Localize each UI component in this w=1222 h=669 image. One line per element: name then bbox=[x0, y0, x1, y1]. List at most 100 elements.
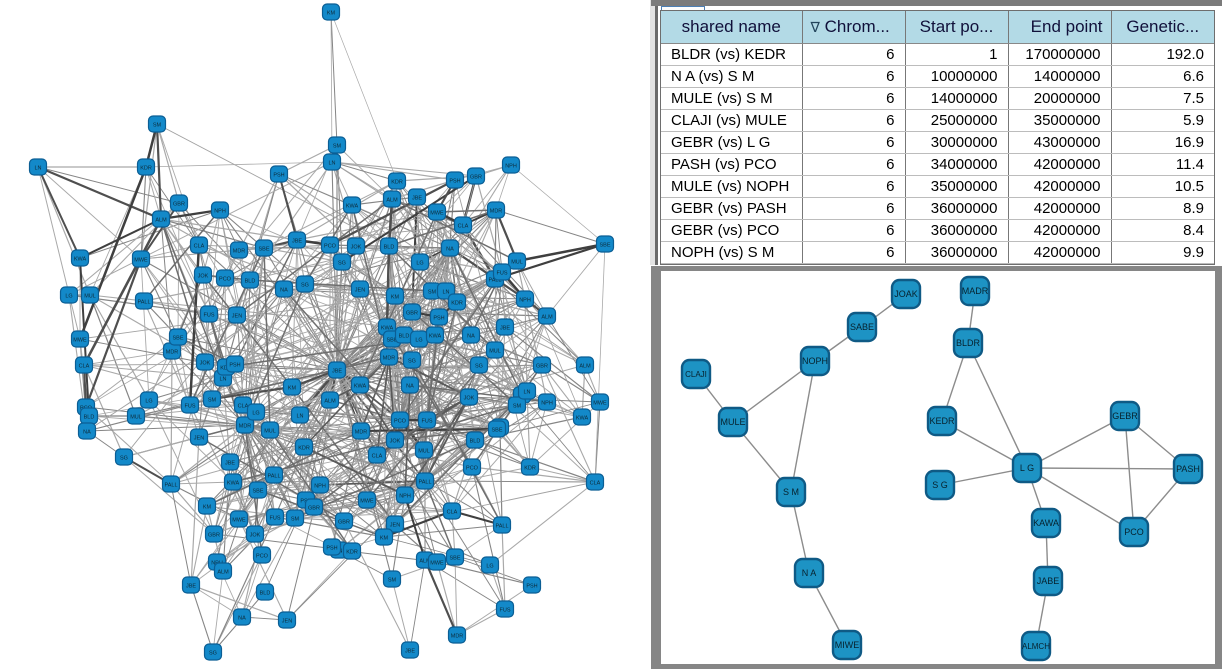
svg-text:PSH: PSH bbox=[449, 179, 460, 185]
svg-text:MWE: MWE bbox=[360, 499, 374, 505]
svg-text:PSH: PSH bbox=[433, 316, 444, 322]
svg-text:NPH: NPH bbox=[541, 401, 553, 407]
svg-text:KWA: KWA bbox=[346, 204, 359, 210]
svg-text:ALM: ALM bbox=[155, 218, 167, 224]
svg-text:KWA: KWA bbox=[227, 481, 240, 487]
svg-text:KWA: KWA bbox=[576, 416, 589, 422]
svg-text:SM: SM bbox=[333, 144, 342, 150]
svg-text:MWE: MWE bbox=[73, 338, 87, 344]
svg-text:MWE: MWE bbox=[593, 401, 607, 407]
svg-text:SM: SM bbox=[208, 398, 217, 404]
svg-text:CLA: CLA bbox=[238, 404, 249, 410]
svg-text:CLA: CLA bbox=[447, 510, 458, 516]
svg-text:JEN: JEN bbox=[282, 619, 292, 625]
svg-text:LN: LN bbox=[523, 390, 530, 396]
svg-text:MWE: MWE bbox=[430, 211, 444, 217]
svg-text:PSH: PSH bbox=[326, 546, 337, 552]
svg-text:SM: SM bbox=[291, 517, 300, 523]
svg-text:NA: NA bbox=[280, 288, 288, 294]
svg-text:JEN: JEN bbox=[390, 523, 400, 529]
svg-text:SBE: SBE bbox=[252, 489, 263, 495]
svg-text:LG: LG bbox=[65, 294, 72, 300]
svg-text:CLA: CLA bbox=[590, 481, 601, 487]
svg-text:LN: LN bbox=[442, 290, 449, 296]
svg-text:JEN: JEN bbox=[194, 436, 204, 442]
svg-text:KM: KM bbox=[327, 11, 336, 17]
svg-text:PALL: PALL bbox=[495, 524, 508, 530]
svg-text:MDR: MDR bbox=[490, 209, 503, 215]
svg-text:KM: KM bbox=[288, 386, 297, 392]
svg-text:PCO: PCO bbox=[1124, 527, 1144, 537]
svg-text:MADR: MADR bbox=[962, 286, 989, 296]
svg-text:LG: LG bbox=[252, 411, 259, 417]
svg-text:KDR: KDR bbox=[391, 180, 403, 186]
svg-text:FUS: FUS bbox=[497, 271, 508, 277]
svg-text:PSH: PSH bbox=[526, 584, 537, 590]
svg-text:S G: S G bbox=[932, 480, 948, 490]
svg-text:KDR: KDR bbox=[140, 166, 152, 172]
svg-text:BLD: BLD bbox=[384, 245, 395, 251]
svg-text:PCO: PCO bbox=[219, 277, 232, 283]
svg-text:JOK: JOK bbox=[464, 396, 475, 402]
svg-text:JEN: JEN bbox=[232, 314, 242, 320]
svg-text:SG: SG bbox=[338, 261, 346, 267]
svg-text:ALM: ALM bbox=[217, 570, 229, 576]
svg-text:NA: NA bbox=[83, 430, 91, 436]
svg-text:SABE: SABE bbox=[850, 322, 874, 332]
svg-text:LN: LN bbox=[34, 166, 41, 172]
svg-text:FUS: FUS bbox=[500, 608, 511, 614]
svg-text:NA: NA bbox=[467, 334, 475, 340]
svg-text:KDR: KDR bbox=[346, 550, 358, 556]
svg-text:JBE: JBE bbox=[292, 239, 302, 245]
svg-text:LG: LG bbox=[415, 338, 422, 344]
svg-text:BLD: BLD bbox=[260, 591, 271, 597]
svg-text:MDR: MDR bbox=[451, 634, 464, 640]
svg-text:JOAK: JOAK bbox=[894, 289, 918, 299]
svg-text:KDR: KDR bbox=[298, 446, 310, 452]
svg-text:JBE: JBE bbox=[332, 369, 342, 375]
svg-text:LG: LG bbox=[486, 564, 493, 570]
svg-text:KM: KM bbox=[391, 295, 400, 301]
svg-text:FUS: FUS bbox=[422, 419, 433, 425]
svg-text:MWE: MWE bbox=[134, 258, 148, 264]
svg-text:JOK: JOK bbox=[200, 361, 211, 367]
svg-text:JOK: JOK bbox=[250, 533, 261, 539]
svg-text:NOPH: NOPH bbox=[802, 356, 828, 366]
svg-text:SM: SM bbox=[513, 404, 522, 410]
svg-text:PALL: PALL bbox=[418, 480, 431, 486]
svg-text:GBR: GBR bbox=[308, 506, 320, 512]
svg-text:CLA: CLA bbox=[458, 224, 469, 230]
svg-text:LG: LG bbox=[416, 261, 423, 267]
svg-text:BLD: BLD bbox=[399, 334, 410, 340]
svg-text:MUL: MUL bbox=[511, 260, 523, 266]
svg-text:ALM: ALM bbox=[579, 364, 591, 370]
svg-text:PCO: PCO bbox=[324, 244, 337, 250]
svg-text:JBE: JBE bbox=[412, 196, 422, 202]
svg-text:SBE: SBE bbox=[386, 338, 397, 344]
svg-text:ALM: ALM bbox=[324, 399, 336, 405]
svg-text:MDR: MDR bbox=[355, 430, 368, 436]
svg-text:PCO: PCO bbox=[466, 466, 479, 472]
svg-text:SBE: SBE bbox=[491, 428, 502, 434]
svg-text:MWE: MWE bbox=[430, 561, 444, 567]
svg-text:LN: LN bbox=[328, 161, 335, 167]
svg-text:ALM: ALM bbox=[541, 315, 553, 321]
svg-text:GBR: GBR bbox=[208, 533, 220, 539]
svg-text:KEDR: KEDR bbox=[929, 416, 955, 426]
svg-text:MWE: MWE bbox=[232, 518, 246, 524]
svg-text:CLA: CLA bbox=[79, 364, 90, 370]
svg-text:ALM: ALM bbox=[386, 198, 398, 204]
svg-text:SBE: SBE bbox=[172, 336, 183, 342]
svg-text:KM: KM bbox=[203, 505, 212, 511]
svg-text:MULE: MULE bbox=[720, 417, 745, 427]
svg-text:MDR: MDR bbox=[233, 249, 246, 255]
svg-text:GBR: GBR bbox=[536, 364, 548, 370]
svg-text:FUS: FUS bbox=[185, 404, 196, 410]
svg-text:NA: NA bbox=[238, 616, 246, 622]
svg-text:MUL: MUL bbox=[418, 449, 430, 455]
svg-text:GEBR: GEBR bbox=[1112, 411, 1138, 421]
svg-text:KAWA: KAWA bbox=[1033, 518, 1059, 528]
svg-text:SM: SM bbox=[428, 290, 437, 296]
svg-text:LG: LG bbox=[145, 399, 152, 405]
svg-text:SBE: SBE bbox=[599, 243, 610, 249]
